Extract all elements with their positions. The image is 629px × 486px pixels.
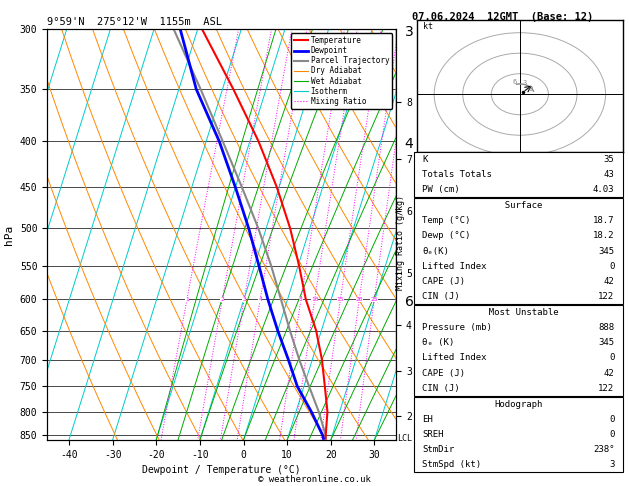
Text: PW (cm): PW (cm) [422,185,460,194]
Y-axis label: hPa: hPa [4,225,14,244]
Text: 345: 345 [598,338,615,347]
Text: EH: EH [422,415,433,424]
Text: 8: 8 [299,297,303,302]
Text: 10: 10 [311,297,318,302]
Text: 07.06.2024  12GMT  (Base: 12): 07.06.2024 12GMT (Base: 12) [412,12,593,22]
Text: 0: 0 [609,430,615,439]
Text: kt: kt [423,21,433,31]
Text: Temp (°C): Temp (°C) [422,216,470,226]
Text: 3: 3 [609,460,615,469]
Text: CAPE (J): CAPE (J) [422,368,465,378]
FancyBboxPatch shape [414,152,623,197]
Text: Most Unstable: Most Unstable [478,308,559,317]
Text: CIN (J): CIN (J) [422,292,460,301]
Text: Lifted Index: Lifted Index [422,353,487,363]
Text: 122: 122 [598,292,615,301]
Text: 18.2: 18.2 [593,231,615,241]
Text: 3: 3 [522,80,526,86]
Text: 4.03: 4.03 [593,185,615,194]
Text: Pressure (mb): Pressure (mb) [422,323,492,332]
Text: 0: 0 [609,415,615,424]
Text: 42: 42 [604,368,615,378]
Text: 35: 35 [604,155,615,164]
Text: 1: 1 [185,297,189,302]
Text: 0: 0 [529,86,533,92]
Text: θₑ (K): θₑ (K) [422,338,455,347]
Text: SREH: SREH [422,430,443,439]
Text: StmSpd (kt): StmSpd (kt) [422,460,481,469]
Text: 25: 25 [370,297,378,302]
Text: Mixing Ratio (g/kg): Mixing Ratio (g/kg) [396,195,405,291]
Text: 15: 15 [337,297,344,302]
Text: 18.7: 18.7 [593,216,615,226]
Text: K: K [422,155,428,164]
X-axis label: Dewpoint / Temperature (°C): Dewpoint / Temperature (°C) [142,465,301,475]
Text: CAPE (J): CAPE (J) [422,277,465,286]
Text: StmDir: StmDir [422,445,455,454]
Text: 3: 3 [242,297,246,302]
Text: 9°59'N  275°12'W  1155m  ASL: 9°59'N 275°12'W 1155m ASL [47,17,222,27]
Text: 0: 0 [609,261,615,271]
Text: 0: 0 [609,353,615,363]
Text: LCL: LCL [398,434,413,443]
FancyBboxPatch shape [414,305,623,396]
Text: Surface: Surface [494,201,542,210]
FancyBboxPatch shape [414,397,623,472]
Text: 6: 6 [512,79,516,85]
Text: Dewp (°C): Dewp (°C) [422,231,470,241]
Legend: Temperature, Dewpoint, Parcel Trajectory, Dry Adiabat, Wet Adiabat, Isotherm, Mi: Temperature, Dewpoint, Parcel Trajectory… [291,33,392,109]
Y-axis label: km
ASL: km ASL [452,215,468,235]
Text: Totals Totals: Totals Totals [422,170,492,179]
Text: 42: 42 [604,277,615,286]
Text: 20: 20 [355,297,363,302]
Text: 2: 2 [220,297,224,302]
Text: Lifted Index: Lifted Index [422,261,487,271]
Text: 888: 888 [598,323,615,332]
Text: 345: 345 [598,246,615,256]
Text: 238°: 238° [593,445,615,454]
Text: CIN (J): CIN (J) [422,383,460,393]
Text: 4: 4 [259,297,262,302]
Text: 43: 43 [604,170,615,179]
Text: Hodograph: Hodograph [494,400,542,409]
Text: 122: 122 [598,383,615,393]
Text: © weatheronline.co.uk: © weatheronline.co.uk [258,474,371,484]
FancyBboxPatch shape [414,198,623,304]
Text: θₑ(K): θₑ(K) [422,246,449,256]
